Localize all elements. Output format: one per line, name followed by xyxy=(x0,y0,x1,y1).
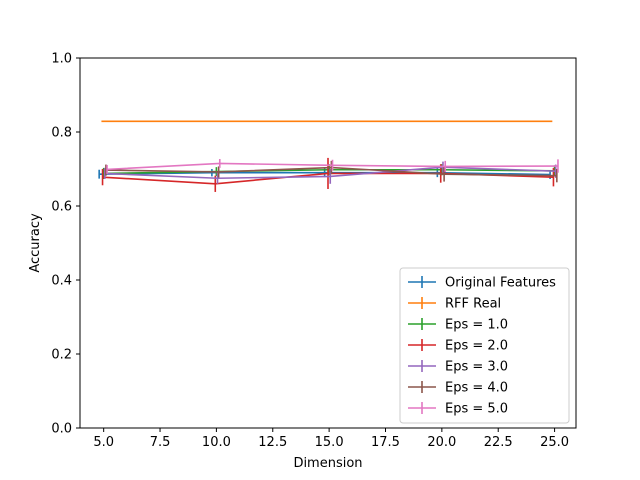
x-tick-label: 17.5 xyxy=(371,435,400,450)
legend-label: Eps = 5.0 xyxy=(445,402,508,417)
legend-label: Eps = 4.0 xyxy=(445,381,508,396)
legend-label: Eps = 3.0 xyxy=(445,360,508,375)
x-tick-label: 20.0 xyxy=(427,435,456,450)
y-tick-label: 0.8 xyxy=(51,126,72,141)
legend-label: RFF Real xyxy=(445,297,501,312)
x-tick-label: 5.0 xyxy=(93,435,114,450)
x-tick-label: 15.0 xyxy=(315,435,344,450)
y-tick-label: 1.0 xyxy=(51,52,72,67)
y-tick-label: 0.2 xyxy=(51,348,72,363)
x-tick-label: 12.5 xyxy=(258,435,287,450)
y-tick-label: 0.6 xyxy=(51,200,72,215)
x-axis-label: Dimension xyxy=(293,456,362,471)
legend-label: Eps = 1.0 xyxy=(445,318,508,333)
y-tick-label: 0.0 xyxy=(51,422,72,437)
x-tick-label: 10.0 xyxy=(202,435,231,450)
y-axis-label: Accuracy xyxy=(28,213,43,273)
legend-label: Original Features xyxy=(445,276,556,291)
y-tick-label: 0.4 xyxy=(51,274,72,289)
x-tick-label: 22.5 xyxy=(484,435,513,450)
x-tick-label: 7.5 xyxy=(150,435,171,450)
x-tick-label: 25.0 xyxy=(540,435,569,450)
legend: Original Features RFF Real Eps = 1.0 Eps = … xyxy=(400,268,569,423)
legend-label: Eps = 2.0 xyxy=(445,339,508,354)
